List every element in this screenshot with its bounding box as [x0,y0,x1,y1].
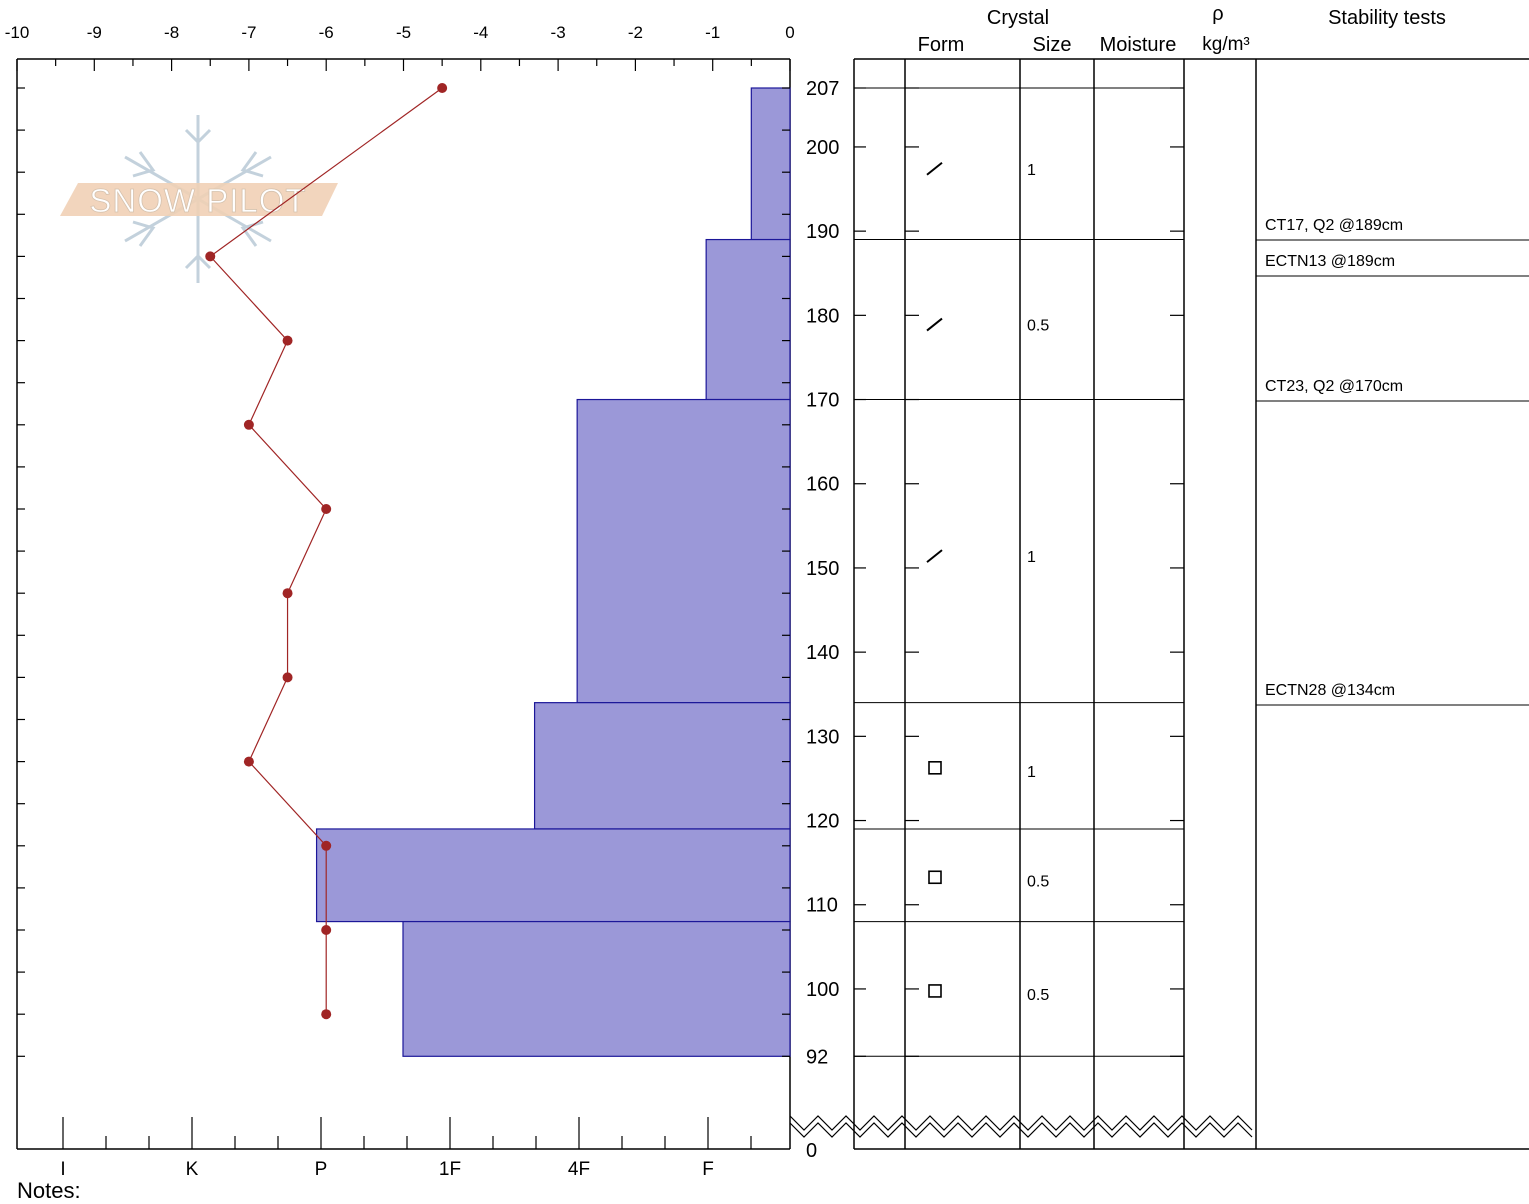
height-tick-label: 190 [806,221,839,243]
temperature-tick-label: -8 [164,23,179,42]
crystal-size-value: 1 [1027,549,1036,566]
crystal-size-value: 1 [1027,764,1036,781]
temperature-tick-label: -2 [628,23,643,42]
density-unit-header: kg/m³ [1202,34,1250,55]
hardness-tick-label: 1F [439,1159,461,1180]
temperature-point [321,840,332,851]
stability-test-label: ECTN28 @134cm [1265,682,1395,699]
temperature-point [282,588,293,599]
temperature-point [205,251,216,262]
watermark-text: SNOW PILOT [89,182,306,219]
height-tick-label: 200 [806,137,839,159]
hardness-bars [315,87,791,1057]
crystal-size-value: 0.5 [1027,873,1049,890]
height-tick-label: 150 [806,558,839,580]
height-tick-label: 130 [806,726,839,748]
stability-test-label: CT17, Q2 @189cm [1265,217,1403,234]
hardness-tick-label: 4F [568,1159,590,1180]
temperature-series [205,83,448,1020]
temperature-point [243,756,254,767]
temperature-point [243,419,254,430]
crystal-size-value: 0.5 [1027,318,1049,335]
layer-lines [854,87,1184,1057]
height-tick-label: 92 [806,1046,828,1068]
crystal-form-faceted-icon [928,870,942,885]
hardness-bar [533,702,791,830]
stability-test-label: ECTN13 @189cm [1265,253,1395,270]
rho-header: ρ [1212,3,1223,25]
axis-break-zigzag-bottom [789,1122,1253,1138]
hardness-bar [705,238,791,401]
temperature-tick-label: 0 [785,23,794,42]
height-tick-label: 207 [806,78,839,100]
form-header: Form [918,34,965,56]
axis-ticks: -10 -9 -8 -7 -6 -5 -4 -3 -2 -1 0I K P 1F 4F F2072001901… [5,23,1253,1180]
temperature-tick-label: -6 [319,23,334,42]
notes-label: Notes: [17,1178,81,1203]
temperature-tick-label: -9 [87,23,102,42]
crystal-size-value: 1 [1027,162,1036,179]
crystal-form-decomposing-icon [926,549,943,563]
temperature-tick-label: -5 [396,23,411,42]
crystal-form-faceted-icon [928,984,942,998]
moisture-header: Moisture [1100,34,1177,56]
crystal-size-value: 0.5 [1027,987,1049,1004]
temperature-tick-label: -7 [241,23,256,42]
temperature-tick-label: -3 [551,23,566,42]
temperature-point [437,83,448,93]
stability-header: Stability tests [1328,7,1446,29]
stability-test-label: CT23, Q2 @170cm [1265,378,1403,395]
axis-break-zigzag-top [789,1115,1253,1131]
temperature-point [321,925,332,935]
hardness-tick-label: F [702,1159,714,1180]
height-tick-label: 180 [806,305,839,327]
hardness-tick-label: P [315,1159,328,1180]
height-tick-label: 170 [806,390,839,412]
crystal-form-decomposing-icon [926,317,943,332]
stability-column: CT17, Q2 @189cm ECTN13 @189cm CT23, Q2 @17… [1256,217,1529,706]
height-tick-label: 110 [806,895,838,917]
height-tick-label: 120 [806,811,839,833]
size-header: Size [1033,34,1072,56]
hardness-bar [315,828,791,923]
hardness-bar [402,920,791,1057]
height-tick-label: 140 [806,642,839,664]
temperature-point [282,335,293,346]
temperature-tick-label: -4 [473,23,488,42]
watermark-banner [60,183,338,216]
temperature-tick-label: -10 [5,23,30,42]
temperature-tick-label: -1 [705,23,720,42]
hardness-bar [750,87,791,241]
temperature-point [321,1009,332,1020]
hardness-tick-label: K [186,1159,199,1180]
height-base-label: 0 [806,1140,817,1162]
crystal-header: Crystal [987,7,1049,29]
height-tick-label: 160 [806,474,839,496]
height-tick-label: 100 [806,979,839,1001]
crystal-columns: 1 0.5 1 1 0.5 0.5 [926,161,1049,1004]
temperature-point [282,672,293,683]
hardness-bar [576,398,791,704]
hardness-tick-label: I [60,1159,65,1180]
crystal-form-decomposing-icon [926,161,943,176]
chart-frame [16,58,1529,1150]
temperature-point [321,504,332,514]
crystal-form-faceted-icon [928,761,942,775]
snow-pilot-watermark: SNOW PILOT [60,115,338,283]
